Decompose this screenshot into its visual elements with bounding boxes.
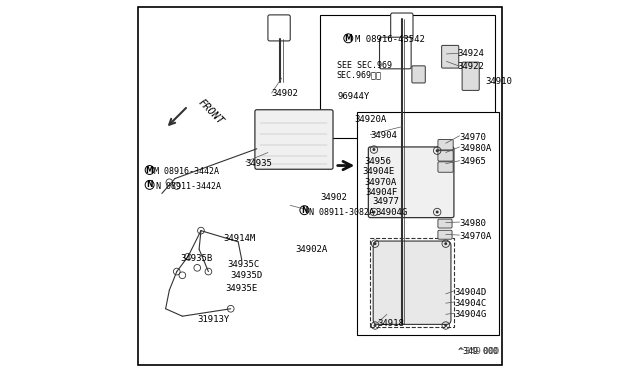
Text: 34902A: 34902A bbox=[295, 245, 327, 254]
Text: 34904E: 34904E bbox=[363, 167, 395, 176]
FancyBboxPatch shape bbox=[442, 45, 459, 68]
Text: N: N bbox=[147, 180, 153, 189]
Circle shape bbox=[374, 242, 376, 245]
FancyBboxPatch shape bbox=[370, 238, 454, 327]
Text: 34904G: 34904G bbox=[454, 310, 486, 319]
FancyBboxPatch shape bbox=[357, 112, 499, 335]
FancyBboxPatch shape bbox=[373, 241, 451, 324]
Text: SEC.969参照: SEC.969参照 bbox=[337, 70, 381, 79]
Text: 34935E: 34935E bbox=[225, 284, 257, 293]
Text: N: N bbox=[301, 206, 308, 215]
Text: 34922: 34922 bbox=[458, 62, 484, 71]
Text: 34904: 34904 bbox=[370, 131, 397, 140]
Text: 34904D: 34904D bbox=[454, 288, 486, 296]
FancyBboxPatch shape bbox=[268, 15, 291, 41]
Circle shape bbox=[372, 211, 376, 214]
Circle shape bbox=[436, 149, 438, 152]
Text: 34904F: 34904F bbox=[365, 188, 397, 197]
FancyBboxPatch shape bbox=[412, 66, 425, 83]
Text: 34970A: 34970A bbox=[460, 232, 492, 241]
Text: 34910: 34910 bbox=[486, 77, 513, 86]
Text: 34970A: 34970A bbox=[364, 178, 396, 187]
Circle shape bbox=[444, 324, 447, 327]
FancyBboxPatch shape bbox=[438, 151, 453, 161]
Text: M 08916-43542: M 08916-43542 bbox=[355, 35, 425, 44]
FancyBboxPatch shape bbox=[438, 162, 453, 172]
Circle shape bbox=[436, 211, 438, 214]
Text: 34902: 34902 bbox=[320, 193, 347, 202]
Text: 34935: 34935 bbox=[246, 159, 273, 168]
FancyBboxPatch shape bbox=[255, 110, 333, 169]
FancyBboxPatch shape bbox=[390, 13, 413, 39]
Text: 34902: 34902 bbox=[271, 89, 298, 97]
FancyBboxPatch shape bbox=[462, 62, 479, 90]
Text: M: M bbox=[146, 166, 154, 174]
FancyBboxPatch shape bbox=[438, 219, 452, 228]
Text: 34965: 34965 bbox=[460, 157, 486, 166]
Text: ^349 000: ^349 000 bbox=[458, 347, 498, 356]
FancyBboxPatch shape bbox=[138, 7, 502, 365]
Text: ^349 000: ^349 000 bbox=[458, 347, 500, 356]
Text: 34977: 34977 bbox=[372, 197, 399, 206]
Text: SEE SEC.969: SEE SEC.969 bbox=[337, 61, 392, 70]
Text: 34980A: 34980A bbox=[460, 144, 492, 153]
FancyBboxPatch shape bbox=[380, 37, 411, 69]
Text: 34970: 34970 bbox=[460, 133, 486, 142]
Text: 34904C: 34904C bbox=[454, 299, 486, 308]
Text: 34980: 34980 bbox=[460, 219, 486, 228]
Text: 34924: 34924 bbox=[458, 49, 484, 58]
FancyBboxPatch shape bbox=[438, 230, 452, 239]
Text: 34918: 34918 bbox=[378, 319, 404, 328]
Text: 96944Y: 96944Y bbox=[338, 92, 370, 101]
Circle shape bbox=[372, 148, 376, 151]
FancyBboxPatch shape bbox=[369, 147, 454, 218]
Circle shape bbox=[444, 242, 447, 245]
Circle shape bbox=[374, 324, 376, 327]
Text: 34935B: 34935B bbox=[180, 254, 212, 263]
Text: 34920A: 34920A bbox=[354, 115, 387, 124]
Text: 34935D: 34935D bbox=[230, 271, 262, 280]
Text: M 08916-3442A: M 08916-3442A bbox=[154, 167, 220, 176]
Text: N 08911-3082A: N 08911-3082A bbox=[309, 208, 374, 217]
Text: M: M bbox=[344, 34, 352, 43]
Text: 34904G: 34904G bbox=[375, 208, 407, 217]
Text: 34914M: 34914M bbox=[223, 234, 255, 243]
Text: N 08911-3442A: N 08911-3442A bbox=[156, 182, 221, 190]
Text: 34935C: 34935C bbox=[227, 260, 259, 269]
FancyBboxPatch shape bbox=[438, 140, 453, 150]
Text: 34956: 34956 bbox=[364, 157, 391, 166]
FancyBboxPatch shape bbox=[320, 15, 495, 138]
Text: 31913Y: 31913Y bbox=[197, 315, 230, 324]
Text: FRONT: FRONT bbox=[196, 97, 226, 126]
